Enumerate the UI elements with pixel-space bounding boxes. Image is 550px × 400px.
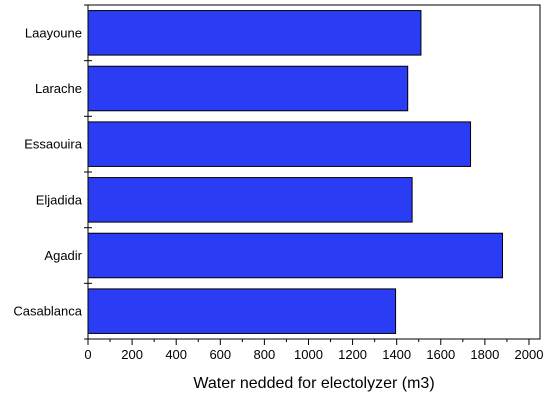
bars-group xyxy=(87,10,504,334)
category-label-eljadida: Eljadida xyxy=(36,192,83,207)
x-tick-label: 0 xyxy=(84,347,91,362)
x-tick-label: 1200 xyxy=(338,347,367,362)
bar-casablanca xyxy=(87,288,397,334)
x-tick-label: 1000 xyxy=(294,347,323,362)
x-tick-label: 200 xyxy=(121,347,143,362)
x-tick-label: 800 xyxy=(254,347,276,362)
y-axis-ticks xyxy=(84,4,92,340)
x-axis-ticks: 0 200 400 600 800 1000 1200 1400 1600 1800 2000 xyxy=(84,339,543,362)
x-tick-label: 1400 xyxy=(382,347,411,362)
category-label-essaouira: Essaouira xyxy=(24,137,83,152)
x-tick-label: 1600 xyxy=(426,347,455,362)
x-tick-label: 2000 xyxy=(515,347,544,362)
bar-laayoune xyxy=(87,10,422,56)
bar-agadir xyxy=(87,232,504,279)
category-label-laayoune: Laayoune xyxy=(25,25,82,40)
x-tick-label: 400 xyxy=(165,347,187,362)
x-tick-label: 600 xyxy=(209,347,231,362)
x-axis-title: Water nedded for electolyzer (m3) xyxy=(193,375,434,392)
category-label-larache: Larache xyxy=(35,81,82,96)
category-label-agadir: Agadir xyxy=(44,248,82,263)
category-label-casablanca: Casablanca xyxy=(13,304,82,319)
bar-larache xyxy=(87,65,409,112)
x-tick-label: 1800 xyxy=(470,347,499,362)
category-labels: Laayoune Larache Essaouira Eljadida Agadir Ca… xyxy=(13,25,82,318)
bar-essaouira xyxy=(87,121,472,167)
bar-eljadida xyxy=(87,177,413,223)
